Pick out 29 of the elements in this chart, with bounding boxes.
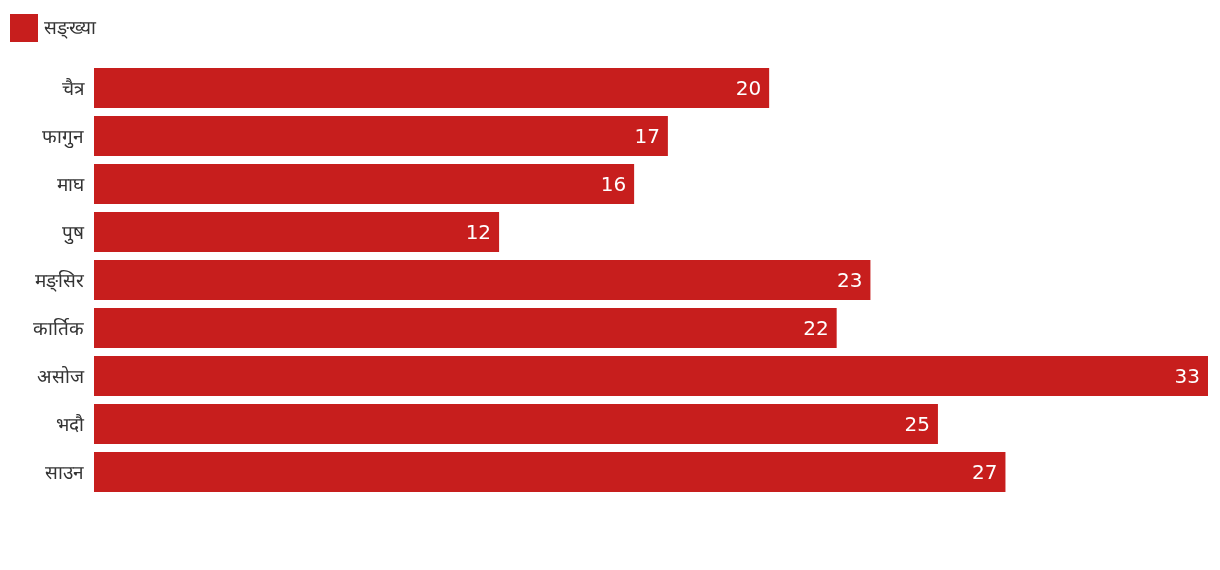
y-tick-label: साउन: [45, 461, 84, 483]
data-label: 33: [1174, 364, 1200, 388]
bar: [94, 212, 500, 252]
bar: [94, 164, 635, 204]
bar: [94, 452, 1006, 492]
data-label: 22: [803, 316, 829, 340]
bar: [94, 116, 668, 156]
data-label: 25: [904, 412, 930, 436]
data-label: 23: [836, 268, 863, 292]
data-label: 16: [600, 172, 627, 196]
bar: [94, 308, 837, 348]
bar: [94, 356, 1208, 396]
y-tick-label: भदौ: [56, 413, 85, 435]
y-tick-label: मङ्सिर: [35, 269, 85, 292]
y-tick-label: चैत्र: [62, 77, 85, 99]
y-tick-label: फागुन: [42, 125, 84, 149]
y-tick-label: असोज: [37, 365, 85, 387]
y-tick-label: माघ: [57, 173, 85, 195]
legend: सङ्ख्या: [10, 14, 96, 42]
bar: [94, 404, 938, 444]
data-label: 17: [634, 124, 660, 148]
data-label: 20: [735, 76, 762, 100]
bar: [94, 68, 770, 108]
legend-label: सङ्ख्या: [44, 16, 97, 39]
y-tick-label: कार्तिक: [33, 317, 84, 339]
bar: [94, 260, 871, 300]
y-tick-label: पुष: [62, 221, 85, 245]
data-label: 27: [972, 460, 998, 484]
data-label: 12: [465, 220, 492, 244]
